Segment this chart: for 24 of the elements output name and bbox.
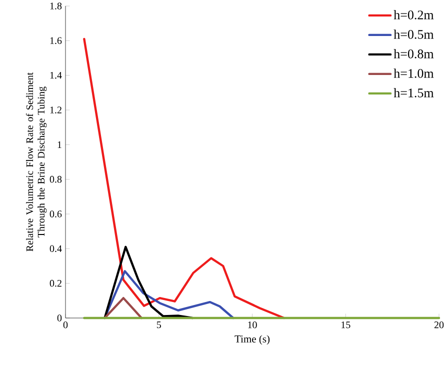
x-tick-label: 5 [156, 322, 161, 328]
y-tick-label: 1.8 [50, 2, 62, 10]
x-tick-label: 20 [434, 322, 444, 328]
line-series [104, 246, 194, 320]
y-tick-label: 0.4 [50, 245, 62, 252]
x-tick-label: 0 [63, 322, 68, 328]
x-tick-label: 15 [342, 322, 350, 328]
y-tick-label: 1 [58, 141, 62, 148]
legend-label: h=0.8m [394, 49, 434, 58]
legend-label: h=1.5m [394, 88, 434, 98]
legend-label: h=0.2m [394, 10, 434, 20]
y-tick-label: 0 [57, 314, 62, 322]
x-tick-label: 10 [248, 322, 257, 328]
y-tick-label: 0.2 [50, 280, 62, 287]
legend-label: h=0.5m [394, 30, 434, 39]
y-tick-label: 1.4 [50, 72, 62, 79]
y-axis-title: Relative Volumetric Flow Rate of Sediment Through the Brine Discharge Tubing [26, 72, 47, 252]
y-tick-label: 0.6 [50, 210, 62, 218]
y-tick-label: 1.2 [50, 106, 62, 114]
legend-label: h=1.0m [394, 68, 434, 78]
y-tick-label: 1.6 [50, 37, 62, 44]
x-axis-title: Time (s) [234, 335, 270, 345]
line-series [83, 38, 286, 320]
y-tick-label: 0.8 [50, 176, 62, 183]
